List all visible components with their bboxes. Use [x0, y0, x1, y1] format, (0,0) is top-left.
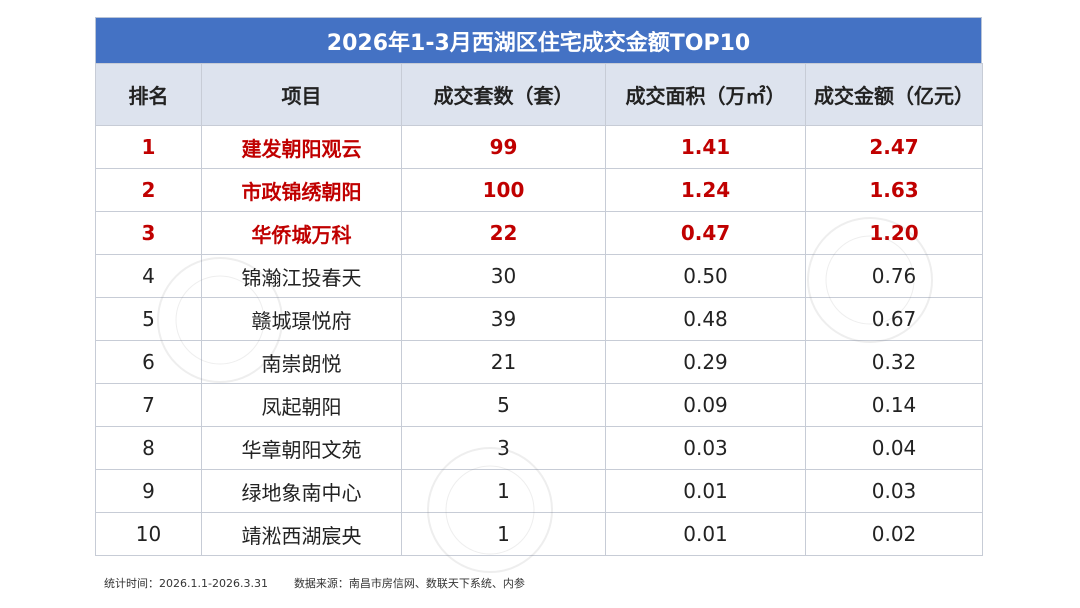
- header-project: 项目: [201, 63, 402, 126]
- cell-rank: 6: [95, 340, 202, 384]
- table-row: 5 赣城璟悦府 39 0.48 0.67: [95, 297, 983, 341]
- header-rank: 排名: [95, 63, 202, 126]
- cell-project: 凤起朝阳: [201, 383, 402, 427]
- cell-rank: 9: [95, 469, 202, 513]
- footer-period: 统计时间：2026.1.1-2026.3.31: [104, 577, 268, 590]
- footer-source: 数据来源：南昌市房信网、数联天下系统、内参: [293, 577, 525, 590]
- cell-area: 1.41: [605, 125, 806, 169]
- cell-area: 0.48: [605, 297, 806, 341]
- cell-amount: 0.14: [805, 383, 983, 427]
- cell-area: 0.01: [605, 512, 806, 556]
- cell-amount: 0.32: [805, 340, 983, 384]
- cell-amount: 0.03: [805, 469, 983, 513]
- cell-project: 锦瀚江投春天: [201, 254, 402, 298]
- cell-units: 30: [401, 254, 606, 298]
- cell-amount: 0.76: [805, 254, 983, 298]
- header-units: 成交套数（套）: [401, 63, 606, 126]
- header-row: 排名 项目 成交套数（套） 成交面积（万㎡） 成交金额（亿元）: [95, 63, 983, 126]
- header-amount: 成交金额（亿元）: [805, 63, 983, 126]
- cell-area: 1.24: [605, 168, 806, 212]
- table-row: 7 凤起朝阳 5 0.09 0.14: [95, 383, 983, 427]
- cell-amount: 0.02: [805, 512, 983, 556]
- cell-units: 21: [401, 340, 606, 384]
- cell-project: 南崇朗悦: [201, 340, 402, 384]
- table-row: 3 华侨城万科 22 0.47 1.20: [95, 211, 983, 255]
- footer: 统计时间：2026.1.1-2026.3.31 数据来源：南昌市房信网、数联天下…: [104, 575, 525, 591]
- cell-rank: 7: [95, 383, 202, 427]
- cell-area: 0.50: [605, 254, 806, 298]
- cell-rank: 10: [95, 512, 202, 556]
- cell-project: 市政锦绣朝阳: [201, 168, 402, 212]
- cell-project: 华章朝阳文苑: [201, 426, 402, 470]
- table-title: 2026年1-3月西湖区住宅成交金额TOP10: [95, 17, 982, 63]
- cell-project: 绿地象南中心: [201, 469, 402, 513]
- cell-amount: 2.47: [805, 125, 983, 169]
- table-row: 8 华章朝阳文苑 3 0.03 0.04: [95, 426, 983, 470]
- table-row: 10 靖淞西湖宸央 1 0.01 0.02: [95, 512, 983, 556]
- cell-units: 1: [401, 512, 606, 556]
- cell-rank: 8: [95, 426, 202, 470]
- cell-area: 0.09: [605, 383, 806, 427]
- cell-rank: 4: [95, 254, 202, 298]
- cell-rank: 1: [95, 125, 202, 169]
- cell-units: 3: [401, 426, 606, 470]
- table-row: 6 南崇朗悦 21 0.29 0.32: [95, 340, 983, 384]
- cell-project: 建发朝阳观云: [201, 125, 402, 169]
- cell-units: 22: [401, 211, 606, 255]
- cell-amount: 0.67: [805, 297, 983, 341]
- cell-amount: 1.63: [805, 168, 983, 212]
- header-area: 成交面积（万㎡）: [605, 63, 806, 126]
- cell-amount: 1.20: [805, 211, 983, 255]
- ranking-table-container: 2026年1-3月西湖区住宅成交金额TOP10 排名 项目 成交套数（套） 成交…: [95, 17, 983, 556]
- table-row: 1 建发朝阳观云 99 1.41 2.47: [95, 125, 983, 169]
- cell-area: 0.29: [605, 340, 806, 384]
- table-row: 4 锦瀚江投春天 30 0.50 0.76: [95, 254, 983, 298]
- cell-area: 0.47: [605, 211, 806, 255]
- cell-units: 1: [401, 469, 606, 513]
- cell-units: 99: [401, 125, 606, 169]
- cell-units: 39: [401, 297, 606, 341]
- cell-project: 靖淞西湖宸央: [201, 512, 402, 556]
- table-row: 9 绿地象南中心 1 0.01 0.03: [95, 469, 983, 513]
- cell-units: 100: [401, 168, 606, 212]
- cell-project: 华侨城万科: [201, 211, 402, 255]
- table-body: 1 建发朝阳观云 99 1.41 2.47 2 市政锦绣朝阳 100 1.24 1.63 3 华侨城万…: [95, 125, 983, 556]
- cell-rank: 2: [95, 168, 202, 212]
- cell-project: 赣城璟悦府: [201, 297, 402, 341]
- ranking-table: 排名 项目 成交套数（套） 成交面积（万㎡） 成交金额（亿元） 1 建发朝阳观云 9…: [95, 63, 983, 556]
- cell-area: 0.03: [605, 426, 806, 470]
- cell-rank: 5: [95, 297, 202, 341]
- table-row: 2 市政锦绣朝阳 100 1.24 1.63: [95, 168, 983, 212]
- cell-amount: 0.04: [805, 426, 983, 470]
- cell-units: 5: [401, 383, 606, 427]
- cell-area: 0.01: [605, 469, 806, 513]
- cell-rank: 3: [95, 211, 202, 255]
